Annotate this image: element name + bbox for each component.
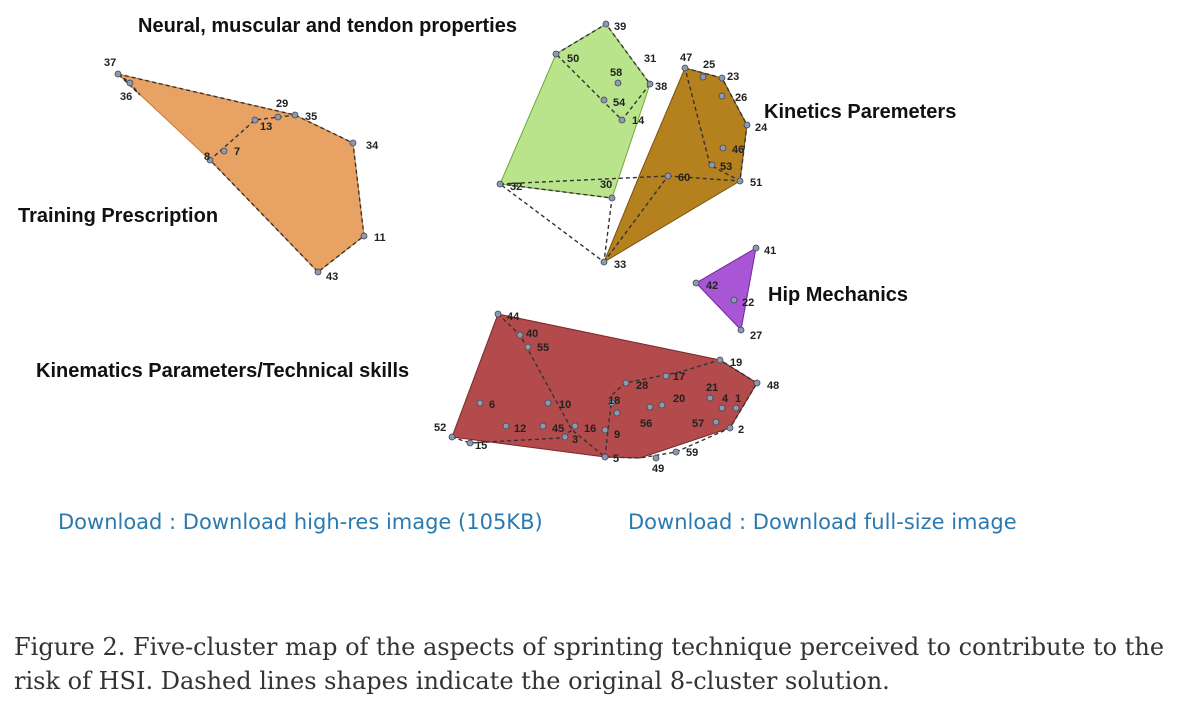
svg-text:11: 11 [374, 232, 386, 244]
svg-text:20: 20 [673, 393, 685, 405]
svg-text:58: 58 [610, 67, 622, 79]
svg-text:28: 28 [636, 380, 648, 392]
svg-text:9: 9 [614, 429, 620, 441]
neural-subcluster-outline-2 [499, 183, 613, 264]
kinematics-subcluster-outline-2 [604, 359, 758, 459]
svg-text:40: 40 [526, 328, 538, 340]
svg-text:51: 51 [750, 177, 762, 189]
svg-text:35: 35 [305, 111, 317, 123]
svg-text:48: 48 [767, 380, 779, 392]
cluster-training-polygon [116, 73, 365, 273]
svg-text:23: 23 [727, 71, 739, 83]
svg-text:59: 59 [686, 447, 698, 459]
cluster-neural-polygon [499, 23, 651, 199]
svg-text:56: 56 [640, 418, 652, 430]
kinematics-subcluster-outline-3 [451, 429, 573, 444]
svg-text:16: 16 [584, 423, 596, 435]
svg-text:26: 26 [735, 92, 747, 104]
svg-text:3: 3 [572, 434, 578, 446]
svg-text:54: 54 [613, 97, 626, 109]
svg-text:52: 52 [434, 422, 446, 434]
svg-text:45: 45 [552, 423, 564, 435]
svg-text:21: 21 [706, 382, 718, 394]
cluster-label-kinematics: Kinematics Parameters/Technical skills [36, 360, 409, 382]
cluster-label-hip: Hip Mechanics [768, 284, 908, 306]
svg-text:47: 47 [680, 52, 692, 64]
svg-text:36: 36 [120, 91, 132, 103]
svg-text:22: 22 [742, 297, 754, 309]
svg-text:14: 14 [632, 115, 645, 127]
data-points [114, 20, 761, 462]
caption-line-2: risk of HSI. Dashed lines shapes indicat… [14, 667, 890, 695]
svg-text:32: 32 [510, 181, 522, 193]
svg-text:30: 30 [600, 179, 612, 191]
svg-text:2: 2 [738, 424, 744, 436]
svg-text:4: 4 [722, 393, 729, 405]
neural-subcluster-outline [555, 23, 651, 122]
svg-text:13: 13 [260, 121, 272, 133]
svg-text:60: 60 [678, 172, 690, 184]
kinetics-subcluster-outline [684, 67, 748, 183]
svg-text:31: 31 [644, 53, 656, 65]
svg-text:25: 25 [703, 59, 715, 71]
svg-text:12: 12 [514, 423, 526, 435]
svg-text:18: 18 [608, 395, 620, 407]
svg-text:1: 1 [735, 393, 741, 405]
cluster-hip-polygon [695, 247, 757, 332]
svg-text:55: 55 [537, 342, 549, 354]
download-links: Download : Download high-res image (105K… [0, 510, 1200, 550]
svg-text:42: 42 [706, 280, 718, 292]
svg-text:8: 8 [204, 151, 210, 163]
svg-text:7: 7 [234, 146, 240, 158]
svg-text:43: 43 [326, 271, 338, 283]
cluster-label-kinetics: Kinetics Paremeters [764, 101, 956, 123]
svg-text:57: 57 [692, 418, 704, 430]
svg-text:38: 38 [655, 81, 667, 93]
svg-text:41: 41 [764, 245, 776, 257]
svg-text:24: 24 [755, 122, 768, 134]
caption-line-1: Figure 2. Five-cluster map of the aspect… [14, 633, 1165, 661]
svg-text:10: 10 [559, 399, 571, 411]
cluster-label-training: Training Prescription [18, 205, 218, 227]
svg-text:15: 15 [475, 440, 487, 452]
svg-text:50: 50 [567, 53, 579, 65]
cluster-label-neural: Neural, muscular and tendon properties [138, 15, 517, 37]
kinetics-crossline-2 [603, 175, 669, 263]
figure-caption: Figure 2. Five-cluster map of the aspect… [14, 630, 1194, 698]
svg-text:34: 34 [366, 140, 379, 152]
svg-text:29: 29 [276, 98, 288, 110]
svg-text:33: 33 [614, 259, 626, 271]
svg-text:53: 53 [720, 161, 732, 173]
training-subcluster-outline [117, 73, 365, 273]
svg-text:46: 46 [732, 144, 744, 156]
svg-text:39: 39 [614, 21, 626, 33]
download-fullsize-link[interactable]: Download : Download full-size image [628, 510, 1017, 534]
svg-text:19: 19 [730, 357, 742, 369]
svg-text:17: 17 [673, 371, 685, 383]
svg-text:37: 37 [104, 57, 116, 69]
svg-text:27: 27 [750, 330, 762, 342]
svg-text:44: 44 [507, 311, 520, 323]
download-highres-link[interactable]: Download : Download high-res image (105K… [58, 510, 543, 534]
svg-text:49: 49 [652, 463, 664, 475]
svg-text:5: 5 [613, 453, 619, 465]
kinematics-subcluster-outline [497, 313, 606, 458]
svg-text:6: 6 [489, 399, 495, 411]
